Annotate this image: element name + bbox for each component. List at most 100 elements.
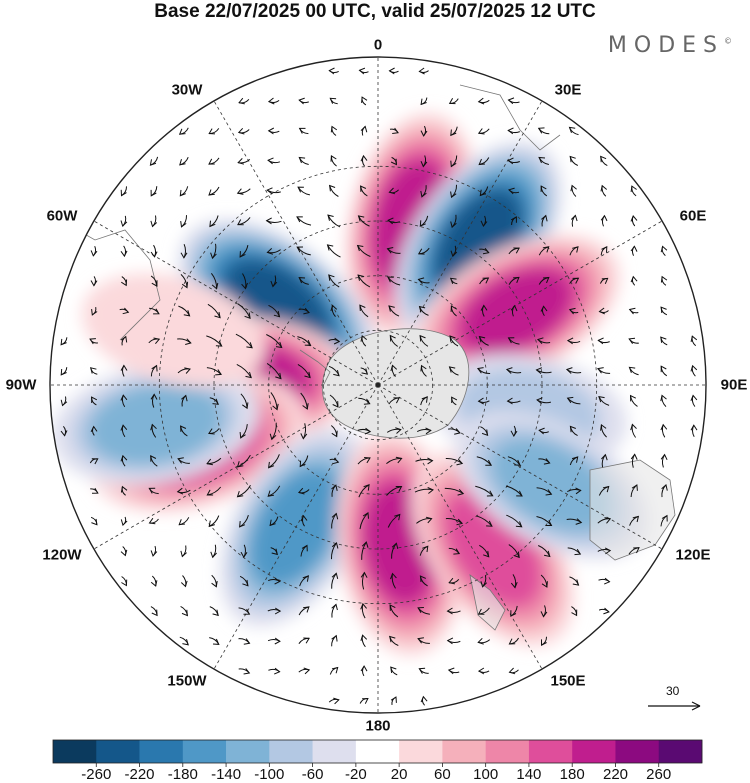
wind-arrow <box>536 487 553 496</box>
wind-arrow <box>330 541 339 560</box>
colorbar-label: 220 <box>602 766 629 783</box>
wind-arrow <box>270 275 278 288</box>
colorbar-swatch <box>226 740 270 763</box>
wind-arrow <box>536 397 552 404</box>
wind-arrow <box>508 667 519 675</box>
wind-arrow <box>120 454 128 467</box>
wind-arrow <box>480 304 488 317</box>
map-title: Base 22/07/2025 00 UTC, valid 25/07/2025… <box>154 1 596 22</box>
anomaly-center <box>51 363 260 485</box>
wind-arrow <box>299 575 310 587</box>
wind-arrow <box>450 214 457 229</box>
wind-arrow <box>237 217 251 226</box>
colorbar-label: 140 <box>516 766 542 783</box>
wind-arrow <box>120 546 128 557</box>
wind-arrow <box>416 427 432 435</box>
wind-arrow <box>89 338 98 345</box>
wind-arrow <box>420 364 427 377</box>
wind-arrow <box>210 243 217 260</box>
wind-arrow <box>569 155 579 166</box>
wind-arrow <box>660 453 668 468</box>
wind-arrow <box>566 518 583 525</box>
wind-arrow <box>567 487 582 495</box>
colorbar-label: 60 <box>434 766 451 783</box>
wind-arrow <box>479 544 490 558</box>
wind-arrow <box>449 335 459 347</box>
wind-arrow <box>150 364 158 377</box>
wind-arrow <box>297 186 310 196</box>
wind-arrow <box>357 427 372 435</box>
wind-arrow <box>331 512 339 529</box>
wind-arrow <box>237 303 251 319</box>
wind-arrow <box>536 337 551 344</box>
wind-arrow <box>598 307 609 315</box>
wind-arrow <box>238 97 250 105</box>
colorbar-swatch <box>572 740 616 763</box>
wind-arrow <box>180 575 188 588</box>
wind-arrow <box>90 516 98 526</box>
wind-arrow <box>358 484 370 498</box>
wind-arrow <box>388 187 399 195</box>
label-lon-60e: 60E <box>679 207 707 225</box>
brand-mark: © <box>724 36 732 46</box>
wind-arrow <box>507 157 520 165</box>
wind-arrow <box>477 607 490 615</box>
wind-arrow <box>268 577 281 585</box>
wind-arrow <box>537 127 550 135</box>
colorbar-label: -20 <box>345 766 367 783</box>
wind-arrow <box>541 636 548 647</box>
wind-arrow <box>206 367 222 376</box>
wind-arrow <box>420 97 428 106</box>
wind-arrow <box>478 335 489 346</box>
south-pole-marker <box>375 382 381 388</box>
colorbar-swatch <box>399 740 443 763</box>
wind-arrow <box>361 96 368 106</box>
wind-arrow <box>297 363 311 379</box>
wind-arrow <box>569 425 578 437</box>
wind-arrow <box>389 604 399 618</box>
wind-arrow <box>660 514 668 527</box>
wind-arrow <box>149 307 160 315</box>
wind-arrow <box>179 157 189 166</box>
brand-name: MODES <box>607 33 724 58</box>
wind-arrow <box>386 486 403 496</box>
wind-arrow <box>598 607 610 615</box>
wind-arrow <box>448 577 460 585</box>
wind-arrow <box>420 185 427 198</box>
colorbar-swatch <box>355 740 400 763</box>
wind-arrow <box>150 186 158 197</box>
wind-arrow <box>417 607 430 615</box>
wind-arrow <box>450 126 458 137</box>
wind-arrow <box>150 575 158 587</box>
meridian-line <box>377 384 663 550</box>
wind-arrow <box>566 337 581 345</box>
wind-arrow <box>480 215 488 228</box>
colorbar-swatch <box>269 740 313 763</box>
wind-arrow <box>390 364 398 377</box>
wind-arrow <box>540 185 548 197</box>
wind-arrow <box>446 637 461 645</box>
wind-arrow <box>536 516 553 526</box>
colorbar-swatch <box>182 740 227 763</box>
wind-arrow <box>91 396 98 406</box>
wind-arrow <box>390 666 398 676</box>
wind-arrow <box>331 572 339 589</box>
wind-arrow <box>630 275 638 286</box>
colorbar-swatch <box>312 740 357 763</box>
wind-arrow <box>207 303 221 319</box>
wind-arrow <box>510 304 518 317</box>
wind-arrow <box>629 515 640 526</box>
wind-arrow <box>448 98 459 105</box>
wind-arrow <box>120 245 128 258</box>
wind-arrow <box>360 665 368 677</box>
wind-arrow <box>361 541 369 560</box>
wind-arrow <box>237 158 251 165</box>
wind-arrow <box>448 366 459 376</box>
wind-arrow <box>329 457 340 465</box>
wind-arrow <box>238 607 251 615</box>
wind-arrow <box>540 305 548 317</box>
wind-arrow <box>628 337 639 344</box>
wind-arrow <box>329 97 338 105</box>
wind-arrow <box>414 487 434 494</box>
label-lon-30w: 30W <box>171 81 203 99</box>
